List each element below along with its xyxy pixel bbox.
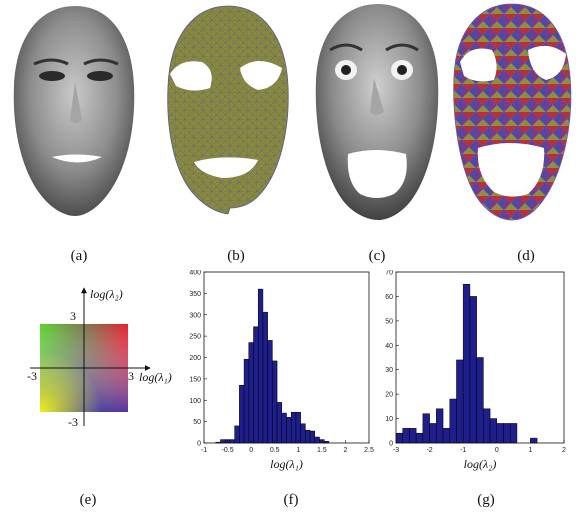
face-neutral-mesh: [167, 5, 289, 215]
hist-lambda2-bar: [395, 432, 403, 444]
panel-label-b: (b): [227, 248, 245, 264]
panel-label-c: (c): [368, 248, 386, 264]
histogram-log-lambda1: -1 -0.5 0 0.5 1 1.5 2 2.5 0 50 100 150 200 250 300 350 4…: [189, 270, 374, 471]
hist-lambda2-bar: [442, 428, 451, 444]
hist-lambda1-bar: [234, 425, 240, 444]
hist-lambda1-bar: [229, 439, 235, 444]
colormap-y-min: -3: [68, 415, 78, 429]
hist-lambda2-y-tick-label: 30: [385, 367, 393, 374]
hist-lambda2-y-tick-label: 20: [385, 392, 393, 399]
hist-lambda1-x-tick-label: 1.5: [317, 447, 327, 454]
hist-lambda1-y-tick-label: 400: [189, 270, 201, 277]
hist-lambda1-bar: [262, 311, 268, 444]
hist-lambda1-bar: [300, 423, 306, 444]
hist-lambda2-bar: [483, 408, 491, 444]
hist-lambda1-x-tick-label: 2: [343, 447, 347, 454]
hist-lambda1-x-tick-label: -0.5: [222, 447, 234, 454]
hist-lambda1-bar: [267, 340, 273, 444]
hist-lambda2-y-tick-label: 40: [385, 343, 393, 350]
hist-lambda1-y-tick-label: 50: [193, 419, 201, 426]
hist-lambda2-bar: [415, 432, 424, 444]
hist-lambda1-bar: [239, 385, 245, 444]
hist-lambda1-y-tick-label: 200: [189, 355, 201, 362]
panel-label-a: (a): [70, 248, 88, 264]
hist-lambda2-bar: [456, 359, 464, 444]
hist-lambda2-plot-frame: [395, 271, 565, 444]
hist-lambda2-x-tick-label: 2: [562, 447, 566, 454]
colormap-y-max: 3: [70, 309, 76, 323]
face-expression-render: [315, 4, 439, 220]
hist-lambda2-x-tick-label: 1: [528, 447, 532, 454]
hist-lambda2-bar: [429, 423, 437, 444]
hist-lambda2-y-tick-label: 0: [389, 441, 393, 448]
hist-lambda1-bar: [248, 342, 254, 444]
face-expression-colored-mesh: [453, 3, 572, 221]
hist-lambda2-bar: [489, 418, 498, 444]
colormap-legend: log(λ₂) log(λ₁) 3 -3 -3 3: [27, 287, 172, 429]
hist-lambda2-bar: [476, 357, 484, 444]
hist-lambda1-y-tick-label: 350: [189, 291, 201, 298]
hist-lambda1-bar: [276, 402, 283, 444]
panel-label-e: (e): [79, 492, 97, 508]
hist-lambda1-y-tick-label: 100: [189, 398, 201, 405]
colormap-x-title: log(λ₁): [139, 370, 172, 384]
hist-lambda1-y-tick-label: 250: [189, 334, 201, 341]
hist-lambda1-bar: [286, 417, 292, 444]
hist-lambda2-y-tick-label: 50: [385, 318, 393, 325]
hist-lambda1-x-tick-label: 0.5: [270, 447, 280, 454]
hist-lambda1-x-tick-label: 2.5: [364, 447, 374, 454]
colormap-y-title: log(λ₂): [90, 287, 123, 301]
hist-lambda1-bar: [253, 326, 259, 444]
hist-lambda2-bar: [469, 296, 477, 444]
hist-lambda1-bar: [281, 412, 287, 444]
panel-label-f: (f): [283, 492, 299, 508]
face-neutral-render: [13, 6, 135, 216]
hist-lambda2-bar: [436, 408, 444, 444]
hist-lambda2-bar: [402, 428, 410, 444]
colormap-x-max: 3: [128, 369, 134, 383]
hist-lambda2-bar: [462, 283, 471, 444]
hist-lambda1-bar: [309, 430, 316, 444]
hist-lambda1-y-tick-label: 300: [189, 312, 201, 319]
hist-lambda2-bar: [422, 413, 430, 444]
hist-lambda2-bar: [503, 423, 511, 444]
panel-label-d: (d): [517, 248, 535, 264]
hist-lambda1-bar: [290, 411, 297, 444]
hist-lambda1-bar: [243, 358, 250, 444]
hist-lambda1-x-axis-title: log(λ₁): [270, 457, 303, 471]
hist-lambda1-y-tick-label: 0: [197, 441, 201, 448]
colormap-x-min: -3: [27, 369, 37, 383]
hist-lambda2-bar: [496, 423, 504, 444]
hist-lambda1-x-tick-label: 0: [249, 447, 253, 454]
hist-lambda2-x-tick-label: -1: [460, 447, 466, 454]
hist-lambda1-bar: [257, 288, 264, 444]
hist-lambda1-x-tick-label: -1: [201, 447, 207, 454]
hist-lambda2-x-tick-label: 0: [495, 447, 499, 454]
hist-lambda2-x-tick-label: -3: [393, 447, 399, 454]
hist-lambda2-bar: [409, 428, 417, 444]
hist-lambda1-x-tick-label: 1: [296, 447, 300, 454]
hist-lambda2-bar: [509, 423, 518, 444]
hist-lambda2-bar: [530, 437, 538, 444]
hist-lambda1-bar: [272, 360, 278, 444]
hist-lambda2-y-tick-label: 70: [385, 270, 393, 277]
panel-label-g: (g): [477, 492, 495, 508]
hist-lambda1-bar: [220, 439, 226, 444]
hist-lambda2-x-tick-label: -2: [426, 447, 432, 454]
hist-lambda1-bar: [295, 411, 301, 444]
hist-lambda1-bar: [314, 436, 320, 444]
hist-lambda1-bar: [305, 429, 311, 444]
hist-lambda2-y-tick-label: 60: [385, 294, 393, 301]
hist-lambda2-bar: [449, 398, 457, 444]
hist-lambda2-y-tick-label: 10: [385, 416, 393, 423]
hist-lambda1-y-tick-label: 150: [189, 376, 201, 383]
hist-lambda2-x-axis-title: log(λ₂): [464, 457, 497, 471]
